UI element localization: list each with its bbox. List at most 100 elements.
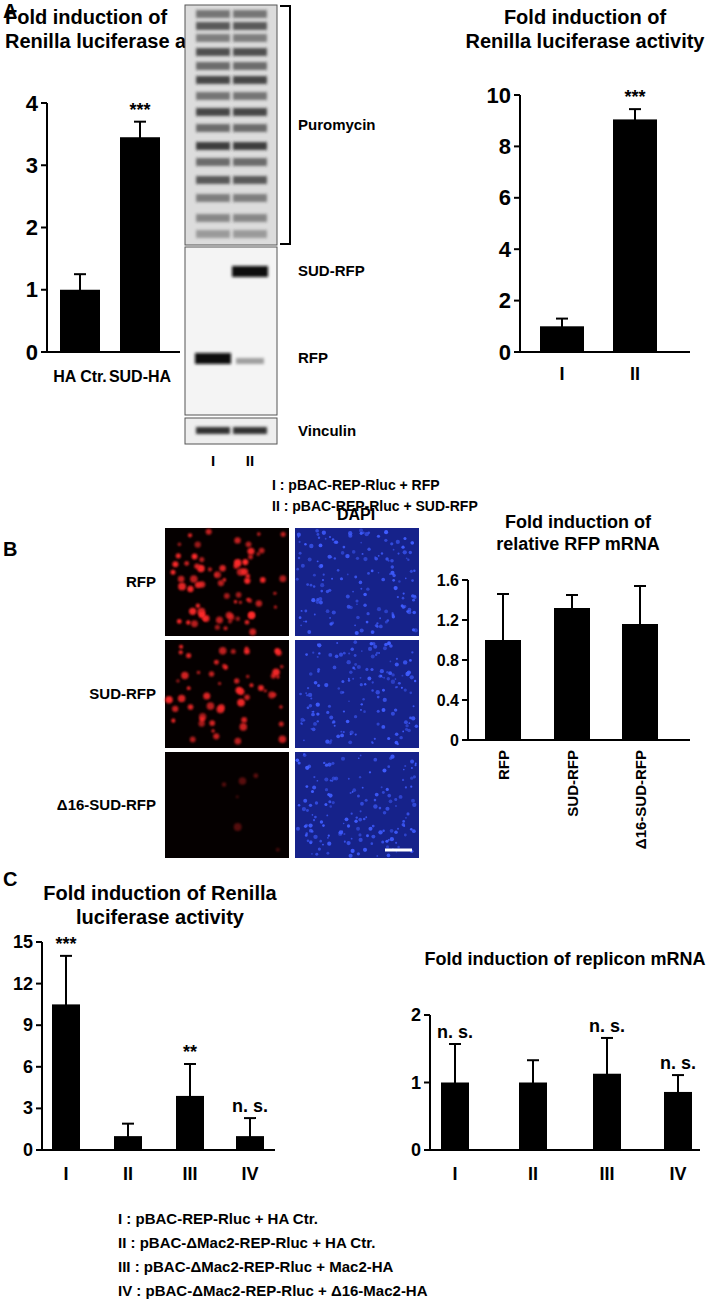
- rfp-cell: [171, 719, 175, 723]
- y-tick-label: 2: [499, 288, 511, 313]
- dapi-nucleus: [327, 837, 329, 839]
- dapi-nucleus: [298, 557, 300, 559]
- rfp-cell: [231, 649, 236, 654]
- y-tick-label: 15: [13, 932, 33, 952]
- blot-band: [196, 108, 230, 116]
- dapi-nucleus: [358, 818, 362, 822]
- dapi-nucleus: [318, 652, 320, 654]
- dapi-nucleus: [330, 780, 332, 782]
- error-bar: [566, 595, 578, 621]
- error-bar: [134, 122, 146, 153]
- dapi-nucleus: [309, 704, 313, 708]
- dapi-nucleus: [311, 713, 315, 717]
- rfp-cell: [248, 599, 252, 603]
- dapi-nucleus: [414, 680, 416, 682]
- dapi-nucleus: [298, 804, 301, 807]
- dapi-nucleus: [346, 841, 350, 845]
- dapi-nucleus: [319, 601, 323, 605]
- dapi-image: [295, 752, 419, 858]
- dapi-nucleus: [387, 854, 391, 858]
- dapi-nucleus: [323, 574, 325, 576]
- rfp-cell: [239, 777, 247, 785]
- dapi-nucleus: [345, 817, 349, 821]
- y-tick-label: 9: [23, 1015, 33, 1035]
- dapi-nucleus: [356, 827, 360, 831]
- dapi-nucleus: [313, 835, 317, 839]
- dapi-nucleus: [300, 624, 302, 626]
- dapi-nucleus: [308, 823, 312, 827]
- bar: [613, 119, 657, 352]
- dapi-nucleus: [328, 705, 331, 708]
- legend-text: I : pBAC-REP-Rluc + RFP: [272, 477, 440, 493]
- y-tick: [36, 1149, 42, 1151]
- rfp-cell: [209, 720, 215, 726]
- dapi-nucleus: [331, 578, 333, 580]
- dapi-nucleus: [407, 559, 409, 561]
- dapi-nucleus: [405, 728, 408, 731]
- plot-area: [52, 956, 264, 1150]
- dapi-nucleus: [349, 606, 353, 610]
- blot-band: [196, 214, 230, 222]
- dapi-nucleus: [354, 624, 356, 626]
- significance: **: [183, 1042, 197, 1062]
- dapi-nucleus: [410, 570, 413, 573]
- dapi-nucleus: [410, 541, 413, 544]
- bracket: [280, 6, 290, 244]
- dapi-nucleus: [382, 708, 386, 712]
- dapi-nucleus: [392, 615, 395, 618]
- rfp-cell: [236, 687, 243, 694]
- dapi-nucleus: [317, 533, 320, 536]
- error-stem: [561, 319, 563, 334]
- rfp-cell: [244, 578, 250, 584]
- dapi-nucleus: [335, 541, 338, 544]
- dapi-nucleus: [384, 539, 387, 542]
- dapi-nucleus: [371, 655, 375, 659]
- blot-band: [233, 214, 267, 222]
- y-tick: [41, 164, 47, 166]
- x-tick-label: III: [182, 1164, 197, 1184]
- significance: ***: [129, 100, 150, 120]
- dapi-nucleus: [401, 675, 403, 677]
- rfp-cell: [264, 689, 267, 692]
- dapi-nucleus: [395, 662, 399, 666]
- dapi-nucleus: [412, 829, 416, 833]
- dapi-nucleus: [363, 818, 366, 821]
- row-label: Δ16-SUD-RFP: [57, 796, 156, 813]
- rfp-cell: [257, 532, 261, 536]
- y-tick: [514, 248, 520, 250]
- error-stem: [532, 1060, 534, 1105]
- dapi-nucleus: [390, 542, 393, 545]
- dapi-nucleus: [305, 766, 309, 770]
- rfp-cell: [191, 620, 198, 627]
- dapi-nucleus: [357, 852, 360, 855]
- dapi-nucleus: [301, 610, 303, 612]
- legend-text: II : pBAC-ΔMac2-REP-Rluc + HA Ctr.: [118, 1234, 375, 1251]
- dapi-nucleus: [305, 692, 307, 694]
- dapi-nucleus: [383, 811, 387, 815]
- dapi-nucleus: [337, 569, 340, 572]
- rfp-cell: [222, 782, 227, 787]
- dapi-nucleus: [382, 689, 385, 692]
- dapi-nucleus: [343, 652, 346, 655]
- chart-title: Fold induction of Renilla: [43, 882, 277, 904]
- dapi-nucleus: [354, 819, 357, 822]
- dapi-nucleus: [389, 799, 393, 803]
- rfp-cell: [206, 529, 212, 535]
- dapi-nucleus: [369, 771, 371, 773]
- blot-band: [196, 76, 230, 84]
- dapi-nucleus: [297, 533, 301, 537]
- x-axis: [430, 1149, 700, 1151]
- error-cap: [74, 273, 86, 275]
- y-tick: [36, 983, 42, 985]
- dapi-nucleus: [326, 609, 330, 613]
- dapi-nucleus: [351, 838, 353, 840]
- dapi-nucleus: [338, 687, 341, 690]
- error-stem: [454, 1044, 456, 1121]
- dapi-nucleus: [334, 557, 336, 559]
- dapi-nucleus: [322, 531, 326, 535]
- x-tick-label: III: [599, 1164, 614, 1184]
- rfp-cell: [188, 533, 192, 537]
- dapi-nucleus: [375, 793, 379, 797]
- rfp-cell: [279, 721, 284, 726]
- dapi-nucleus: [324, 803, 327, 806]
